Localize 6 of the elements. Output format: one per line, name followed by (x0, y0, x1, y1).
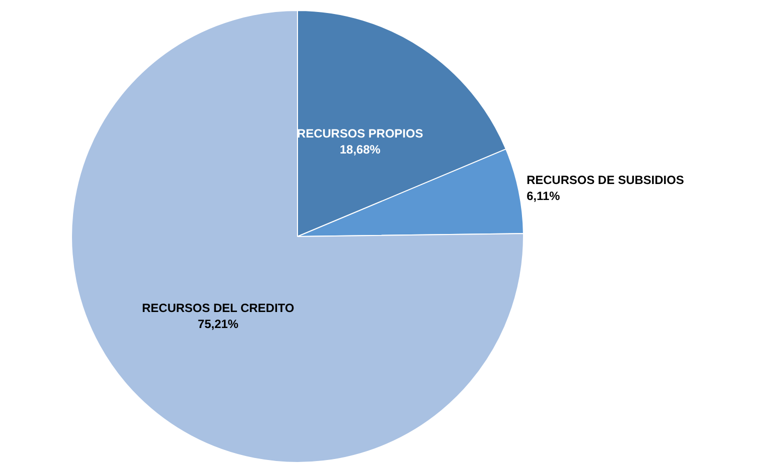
data-label: 18,68% (340, 142, 381, 157)
slice-label: RECURSOS DE SUBSIDIOS (526, 173, 684, 188)
slice-label: RECURSOS DEL CREDITO (142, 301, 294, 316)
data-label: 6,11% (526, 189, 560, 204)
data-label: 75,21% (198, 317, 239, 332)
slice-label: RECURSOS PROPIOS (297, 126, 424, 141)
